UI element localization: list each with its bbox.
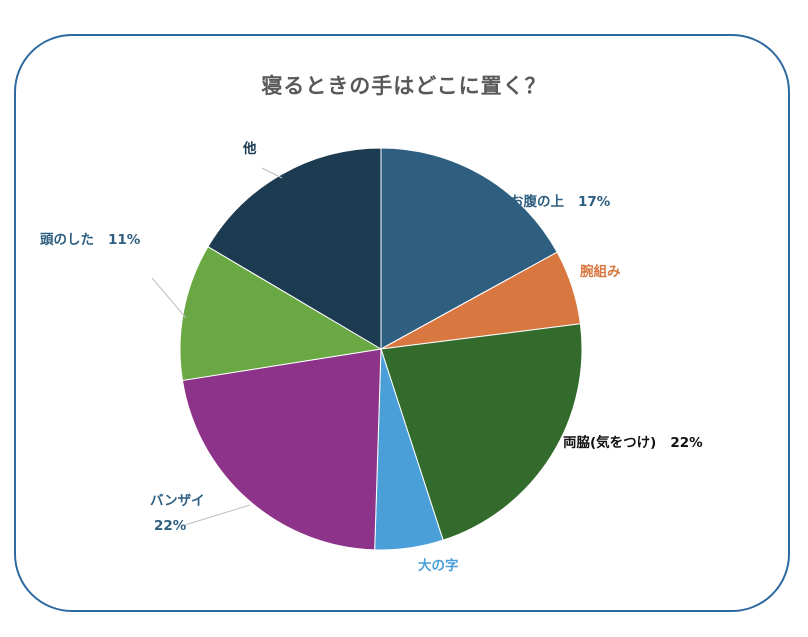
pie-slice-4	[181, 348, 382, 551]
label-banzai: バンザイ	[150, 493, 205, 509]
label-ryowaki: 両脇(気をつけ) 22%	[563, 434, 703, 451]
label-onaka: お腹の上 17%	[510, 193, 611, 210]
pie-slice-2	[380, 323, 583, 541]
leader-line-0	[184, 504, 251, 526]
leader-line-2	[261, 167, 283, 179]
pie-slice-0	[380, 147, 558, 350]
label-dainoji: 大の字	[418, 557, 459, 574]
pie-slice-5	[179, 245, 383, 382]
chart-title: 寝るときの手はどこに置く？	[261, 74, 547, 98]
label-hoka: 他	[242, 140, 257, 157]
label-banzai-pct: 22%	[154, 518, 187, 534]
pie-slice-6	[207, 147, 382, 350]
leader-line-1	[151, 277, 187, 319]
label-atama: 頭のした 11%	[40, 232, 141, 248]
label-udegumi: 腕組み	[580, 263, 621, 280]
